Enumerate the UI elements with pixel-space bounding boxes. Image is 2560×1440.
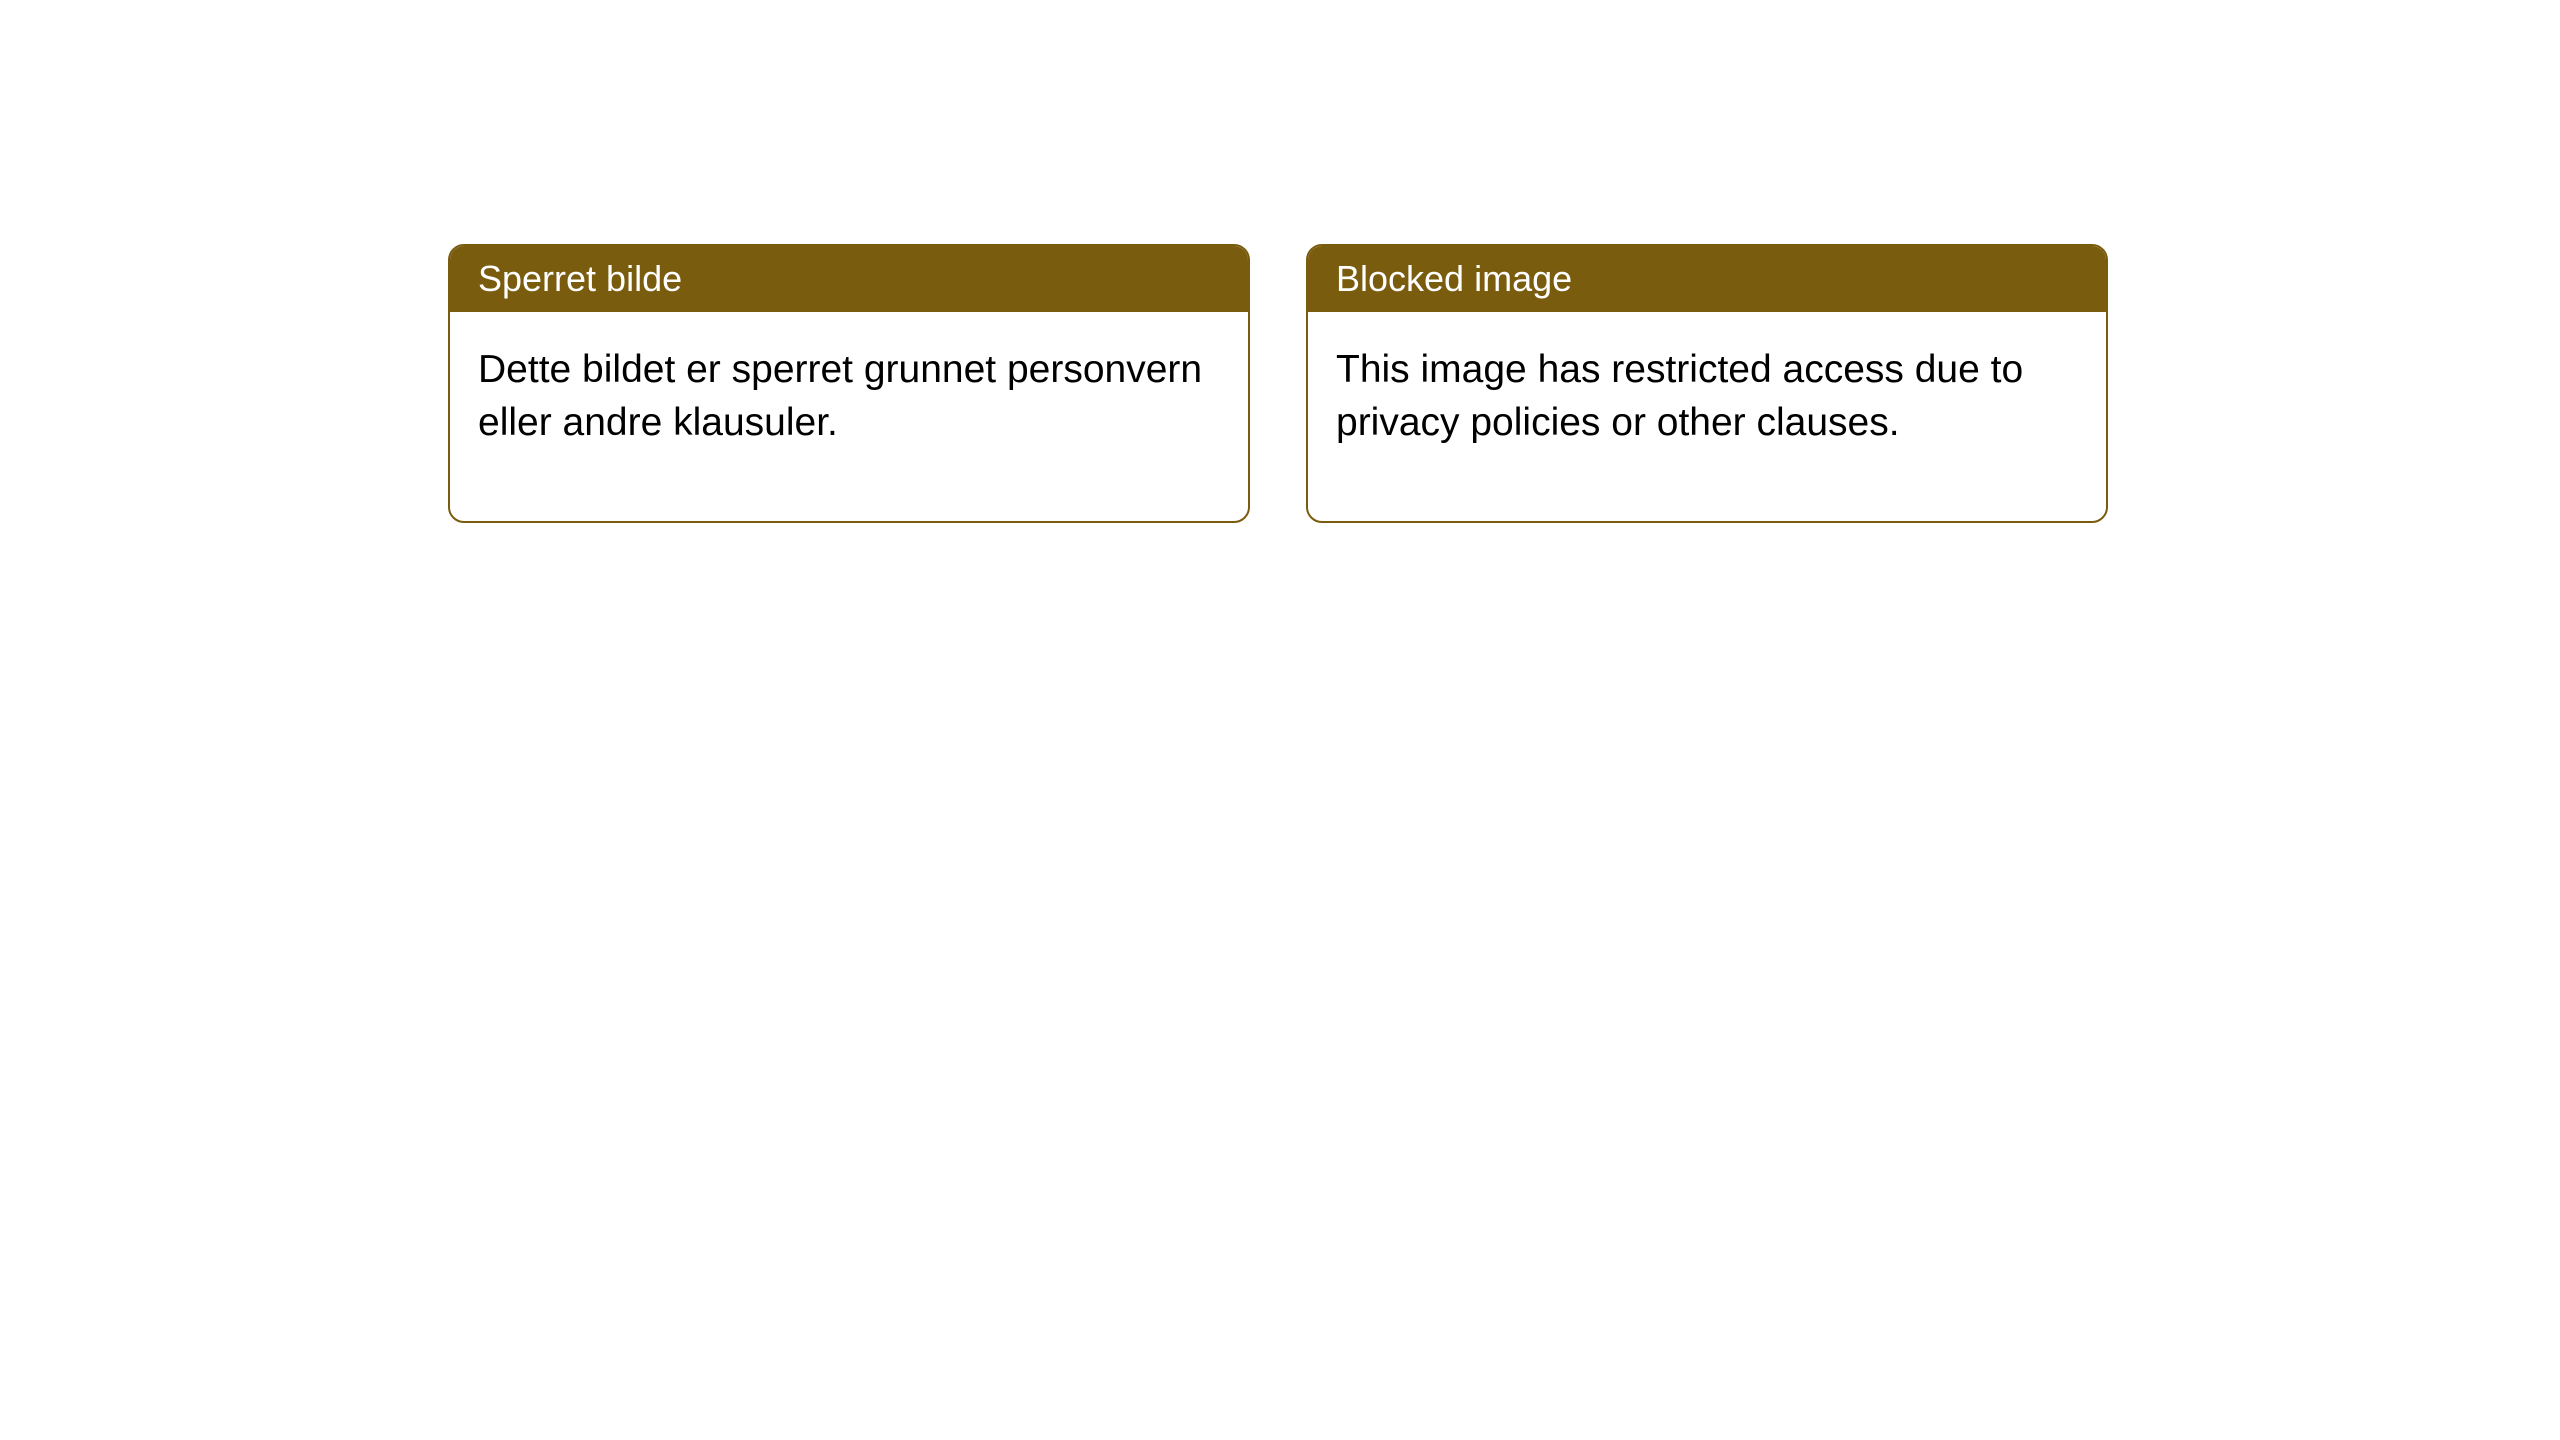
notice-body: Dette bildet er sperret grunnet personve… [450, 312, 1248, 521]
notice-box-norwegian: Sperret bilde Dette bildet er sperret gr… [448, 244, 1250, 523]
notice-container: Sperret bilde Dette bildet er sperret gr… [448, 244, 2108, 523]
notice-header: Blocked image [1308, 246, 2106, 312]
notice-box-english: Blocked image This image has restricted … [1306, 244, 2108, 523]
notice-header: Sperret bilde [450, 246, 1248, 312]
notice-body: This image has restricted access due to … [1308, 312, 2106, 521]
